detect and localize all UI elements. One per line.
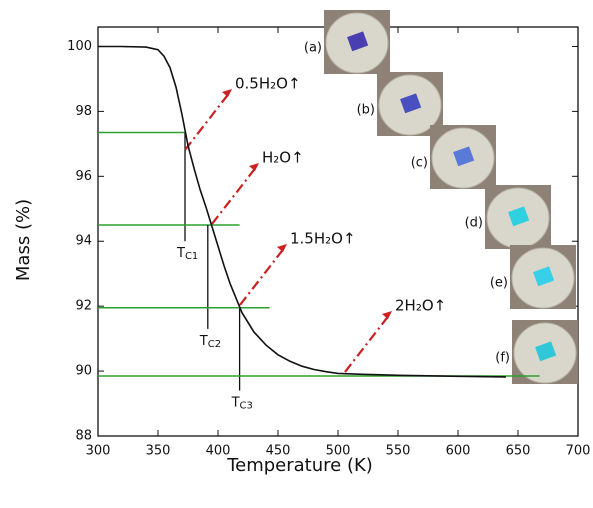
photo-crystal bbox=[533, 266, 555, 287]
photo-crystal bbox=[508, 206, 530, 227]
y-tick-label: 100 bbox=[67, 39, 92, 54]
photo-label: (b) bbox=[357, 103, 375, 118]
y-tick-label: 94 bbox=[75, 234, 92, 249]
step-label: 0.5H₂O↑ bbox=[235, 75, 301, 93]
transition-label: TC1 bbox=[176, 246, 198, 263]
y-tick-label: 90 bbox=[75, 364, 92, 379]
transition-sub: C3 bbox=[240, 401, 253, 412]
x-tick-label: 400 bbox=[206, 444, 231, 459]
x-tick-label: 450 bbox=[266, 444, 291, 459]
photo bbox=[512, 320, 578, 384]
photo-label: (d) bbox=[465, 216, 483, 231]
arrowhead bbox=[382, 311, 392, 319]
x-tick-label: 500 bbox=[326, 444, 351, 459]
photo-label: (c) bbox=[411, 156, 428, 171]
arrow bbox=[344, 313, 391, 373]
photo-crystal bbox=[400, 93, 422, 114]
photo bbox=[485, 185, 551, 249]
step-label: 2H₂O↑ bbox=[395, 297, 446, 315]
transition-label: TC2 bbox=[199, 333, 221, 350]
transition-sub: C1 bbox=[185, 251, 198, 262]
photo bbox=[510, 245, 576, 309]
y-tick-label: 92 bbox=[75, 299, 92, 314]
photo-crystal bbox=[535, 341, 557, 362]
photo-label: (f) bbox=[495, 351, 510, 366]
y-tick-label: 96 bbox=[75, 169, 92, 184]
x-tick-label: 300 bbox=[86, 444, 111, 459]
photo bbox=[377, 72, 443, 136]
x-tick-label: 600 bbox=[446, 444, 471, 459]
photo bbox=[430, 125, 496, 189]
photo bbox=[324, 10, 390, 74]
transition-name: T bbox=[199, 333, 208, 348]
step-label: 1.5H₂O↑ bbox=[290, 230, 356, 248]
x-tick-label: 550 bbox=[386, 444, 411, 459]
photo-label: (e) bbox=[490, 276, 508, 291]
photo-label: (a) bbox=[304, 41, 322, 56]
transition-label: TC3 bbox=[231, 395, 253, 412]
arrow bbox=[239, 246, 286, 306]
arrow bbox=[211, 165, 258, 225]
arrowhead bbox=[277, 244, 287, 252]
transition-name: T bbox=[176, 246, 185, 261]
mass-curve bbox=[98, 45, 507, 378]
y-tick-label: 88 bbox=[75, 429, 92, 444]
photo-crystal bbox=[347, 31, 369, 52]
x-tick-label: 700 bbox=[566, 444, 591, 459]
x-axis-label: Temperature (K) bbox=[226, 455, 373, 476]
y-tick-label: 98 bbox=[75, 104, 92, 119]
step-label: H₂O↑ bbox=[262, 149, 304, 167]
arrowhead bbox=[222, 89, 232, 97]
x-tick-label: 350 bbox=[146, 444, 171, 459]
y-axis-label: Mass (%) bbox=[13, 199, 34, 281]
arrow bbox=[184, 91, 231, 151]
transition-sub: C2 bbox=[208, 339, 221, 350]
photo-crystal bbox=[453, 146, 475, 167]
transition-name: T bbox=[231, 395, 240, 410]
arrowhead bbox=[249, 163, 259, 171]
x-tick-label: 650 bbox=[506, 444, 531, 459]
